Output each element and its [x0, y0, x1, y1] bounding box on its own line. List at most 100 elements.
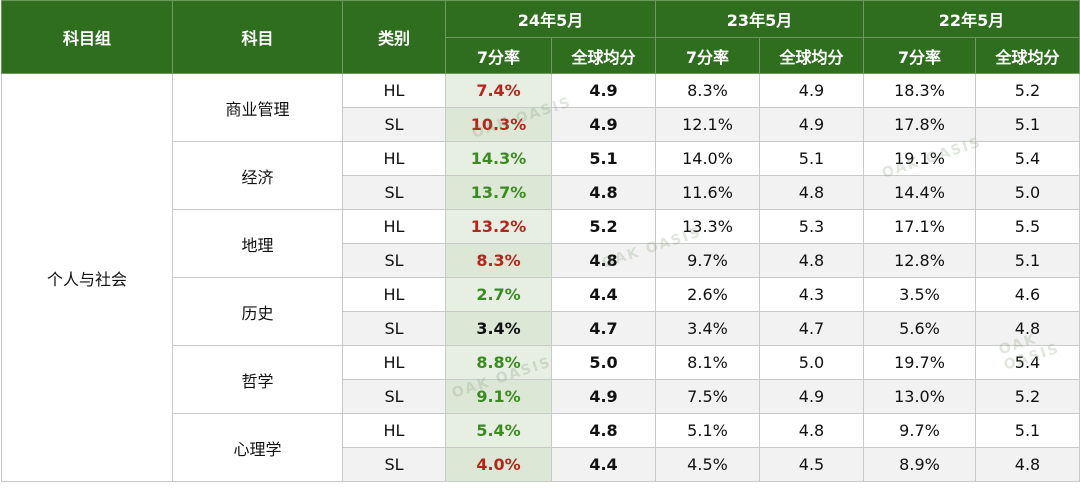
avg-2022-cell: 4.8 — [975, 447, 1080, 482]
avg-2024-cell: 5.1 — [551, 141, 656, 176]
rate-2022-cell: 19.1% — [863, 141, 976, 176]
avg-2023-cell: 4.7 — [759, 311, 864, 346]
table-row: SL 10.3% 4.9 12.1% 4.9 17.8% 5.1 — [2, 107, 1080, 142]
rate-2023-cell: 8.1% — [655, 345, 760, 380]
category-cell: SL — [342, 379, 446, 414]
rate-2022-cell: 3.5% — [863, 277, 976, 312]
category-cell: HL — [342, 277, 446, 312]
table-row: 历史 HL 2.7% 4.4 2.6% 4.3 3.5% 4.6 — [2, 277, 1080, 346]
avg-2024-cell: 4.8 — [551, 413, 656, 448]
avg-2024-cell: 4.4 — [551, 277, 656, 312]
rate-2024-cell: 4.0% — [445, 447, 552, 482]
avg-2022-cell: 4.6 — [975, 277, 1080, 312]
avg-2022-cell: 5.1 — [975, 107, 1080, 142]
category-cell: SL — [342, 175, 446, 210]
avg-2024-cell: 4.4 — [551, 447, 656, 482]
avg-2022-cell: 5.1 — [975, 243, 1080, 278]
avg-2024-cell: 4.8 — [551, 243, 656, 278]
table-row: SL 9.1% 4.9 7.5% 4.9 13.0% 5.2 — [2, 379, 1080, 414]
rate-2023-cell: 12.1% — [655, 107, 760, 142]
rate-2024-cell: 8.3% — [445, 243, 552, 278]
avg-2024-cell: 5.0 — [551, 345, 656, 380]
avg-2022-cell: 5.5 — [975, 209, 1080, 244]
avg-2022-cell: 5.2 — [975, 379, 1080, 414]
table-row: SL 8.3% 4.8 9.7% 4.8 12.8% 5.1 — [2, 243, 1080, 278]
rate-2022-cell: 17.8% — [863, 107, 976, 142]
subject-name-cell: 地理 — [172, 209, 343, 278]
avg-2023-cell: 5.1 — [759, 141, 864, 176]
avg-2024-cell: 4.9 — [551, 73, 656, 108]
header-subject-group: 科目组 — [1, 0, 173, 74]
category-cell: HL — [342, 413, 446, 448]
header-rate-2023: 7分率 — [655, 37, 760, 74]
category-cell: HL — [342, 141, 446, 176]
rate-2024-cell: 5.4% — [445, 413, 552, 448]
rate-2023-cell: 7.5% — [655, 379, 760, 414]
rate-2024-cell: 14.3% — [445, 141, 552, 176]
table-row: 地理 HL 13.2% 5.2 13.3% 5.3 17.1% 5.5 — [2, 209, 1080, 278]
avg-2023-cell: 4.5 — [759, 447, 864, 482]
avg-2024-cell: 4.9 — [551, 379, 656, 414]
rate-2024-cell: 2.7% — [445, 277, 552, 312]
category-cell: HL — [342, 209, 446, 244]
rate-2022-cell: 9.7% — [863, 413, 976, 448]
rate-2023-cell: 8.3% — [655, 73, 760, 108]
category-cell: SL — [342, 107, 446, 142]
rate-2024-cell: 9.1% — [445, 379, 552, 414]
subject-name-cell: 经济 — [172, 141, 343, 210]
rate-2024-cell: 7.4% — [445, 73, 552, 108]
rate-2024-cell: 10.3% — [445, 107, 552, 142]
avg-2024-cell: 4.9 — [551, 107, 656, 142]
ib-results-table: 科目组 科目 类别 24年5月 23年5月 22年5月 7分率 全球均分 7分率… — [1, 0, 1080, 482]
rate-2022-cell: 12.8% — [863, 243, 976, 278]
rate-2023-cell: 3.4% — [655, 311, 760, 346]
rate-2023-cell: 5.1% — [655, 413, 760, 448]
avg-2022-cell: 5.2 — [975, 73, 1080, 108]
category-cell: HL — [342, 73, 446, 108]
avg-2023-cell: 4.9 — [759, 107, 864, 142]
rate-2023-cell: 2.6% — [655, 277, 760, 312]
rate-2024-cell: 13.7% — [445, 175, 552, 210]
avg-2023-cell: 5.3 — [759, 209, 864, 244]
header-period-2024: 24年5月 — [445, 0, 656, 38]
rate-2023-cell: 4.5% — [655, 447, 760, 482]
header-rate-2024: 7分率 — [445, 37, 552, 74]
table-row: SL 4.0% 4.4 4.5% 4.5 8.9% 4.8 — [2, 447, 1080, 482]
category-cell: SL — [342, 447, 446, 482]
avg-2024-cell: 4.7 — [551, 311, 656, 346]
table-body: 个人与社会 商业管理 HL 7.4% 4.9 8.3% 4.9 18.3% 5.2 SL 10.3%… — [1, 73, 1080, 482]
table-row: 心理学 HL 5.4% 4.8 5.1% 4.8 9.7% 5.1 — [2, 413, 1080, 482]
rate-2022-cell: 13.0% — [863, 379, 976, 414]
header-avg-2023: 全球均分 — [759, 37, 864, 74]
rate-2022-cell: 18.3% — [863, 73, 976, 108]
rate-2023-cell: 13.3% — [655, 209, 760, 244]
table-row: 哲学 HL 8.8% 5.0 8.1% 5.0 19.7% 5.4 — [2, 345, 1080, 414]
avg-2024-cell: 5.2 — [551, 209, 656, 244]
rate-2022-cell: 14.4% — [863, 175, 976, 210]
rate-2024-cell: 8.8% — [445, 345, 552, 380]
subject-name-cell: 心理学 — [172, 413, 343, 482]
table-row: SL 3.4% 4.7 3.4% 4.7 5.6% 4.8 — [2, 311, 1080, 346]
table-row: 个人与社会 商业管理 HL 7.4% 4.9 8.3% 4.9 18.3% 5.2 — [1, 73, 1080, 482]
category-cell: SL — [342, 311, 446, 346]
avg-2023-cell: 4.8 — [759, 243, 864, 278]
avg-2022-cell: 4.8 — [975, 311, 1080, 346]
header-avg-2022: 全球均分 — [975, 37, 1080, 74]
table-row: SL 13.7% 4.8 11.6% 4.8 14.4% 5.0 — [2, 175, 1080, 210]
category-cell: HL — [342, 345, 446, 380]
rate-2022-cell: 17.1% — [863, 209, 976, 244]
rate-2024-cell: 13.2% — [445, 209, 552, 244]
rate-2024-cell: 3.4% — [445, 311, 552, 346]
table-row: 经济 HL 14.3% 5.1 14.0% 5.1 19.1% 5.4 — [2, 141, 1080, 210]
rate-2023-cell: 11.6% — [655, 175, 760, 210]
header-period-2022: 22年5月 — [863, 0, 1080, 38]
rate-2022-cell: 5.6% — [863, 311, 976, 346]
header-subject: 科目 — [172, 0, 343, 74]
header-avg-2024: 全球均分 — [551, 37, 656, 74]
rate-2022-cell: 8.9% — [863, 447, 976, 482]
avg-2023-cell: 5.0 — [759, 345, 864, 380]
subject-name-cell: 商业管理 — [172, 73, 343, 142]
rate-2022-cell: 19.7% — [863, 345, 976, 380]
subject-name-cell: 哲学 — [172, 345, 343, 414]
